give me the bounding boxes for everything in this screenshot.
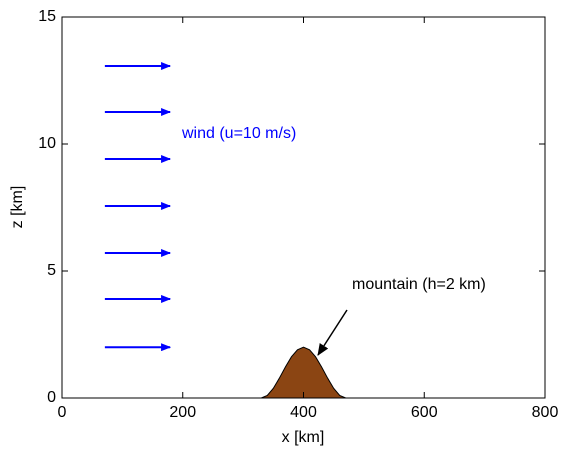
y-axis-label: z [km] bbox=[9, 186, 26, 229]
x-tick-label: 400 bbox=[290, 404, 317, 421]
x-tick-label: 0 bbox=[58, 404, 67, 421]
annotation-arrow bbox=[317, 309, 348, 356]
mountain-annotation: mountain (h=2 km) bbox=[352, 276, 486, 293]
y-tick-label: 0 bbox=[47, 389, 56, 406]
mountain-area bbox=[261, 346, 346, 399]
x-tick-label: 800 bbox=[532, 404, 559, 421]
x-axis-label: x [km] bbox=[282, 429, 325, 446]
plot-frame bbox=[61, 16, 546, 399]
wind-annotation: wind (u=10 m/s) bbox=[181, 125, 296, 142]
y-tick-label: 10 bbox=[38, 135, 56, 152]
x-tick-label: 600 bbox=[411, 404, 438, 421]
y-tick-label: 15 bbox=[38, 8, 56, 25]
y-tick-label: 5 bbox=[47, 262, 56, 279]
x-tick-label: 200 bbox=[169, 404, 196, 421]
